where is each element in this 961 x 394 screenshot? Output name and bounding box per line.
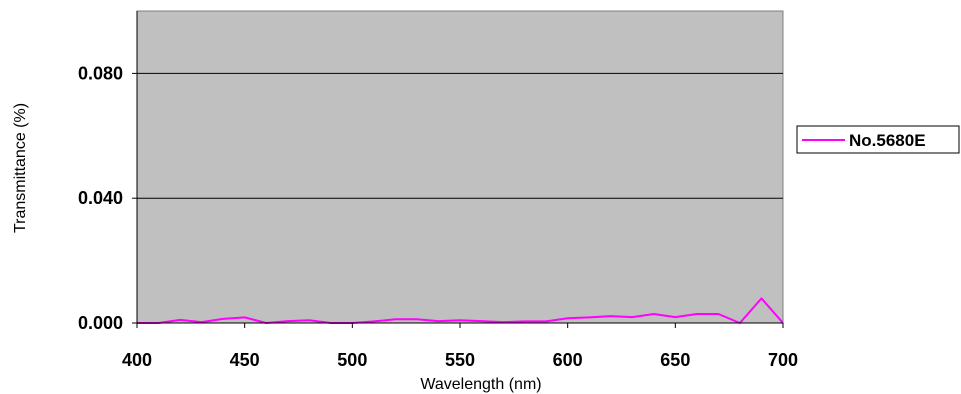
- x-tick-label-1: 450: [230, 350, 260, 370]
- y-tick-label-2: 0.080: [78, 63, 123, 83]
- x-tick-label-3: 550: [445, 350, 475, 370]
- x-tick-label-2: 500: [337, 350, 367, 370]
- x-tick-label-4: 600: [553, 350, 583, 370]
- plot-area: [136, 10, 784, 324]
- gridlines: [137, 72, 783, 199]
- y-tick-label-1: 0.040: [78, 188, 123, 208]
- x-axis-title: Wavelength (nm): [420, 376, 541, 393]
- y-tick-label-0: 0.000: [78, 313, 123, 333]
- y-axis-title: Transmittance (%): [12, 103, 29, 233]
- x-tick-label-5: 650: [660, 350, 690, 370]
- x-tick-label-0: 400: [122, 350, 152, 370]
- x-ticks: 400 450 500 550 600 650 700: [122, 323, 798, 370]
- y-ticks: 0.000 0.040 0.080: [78, 63, 137, 333]
- legend: No.5680E: [796, 125, 960, 154]
- legend-label-no5680e: No.5680E: [849, 131, 926, 150]
- x-tick-label-6: 700: [768, 350, 798, 370]
